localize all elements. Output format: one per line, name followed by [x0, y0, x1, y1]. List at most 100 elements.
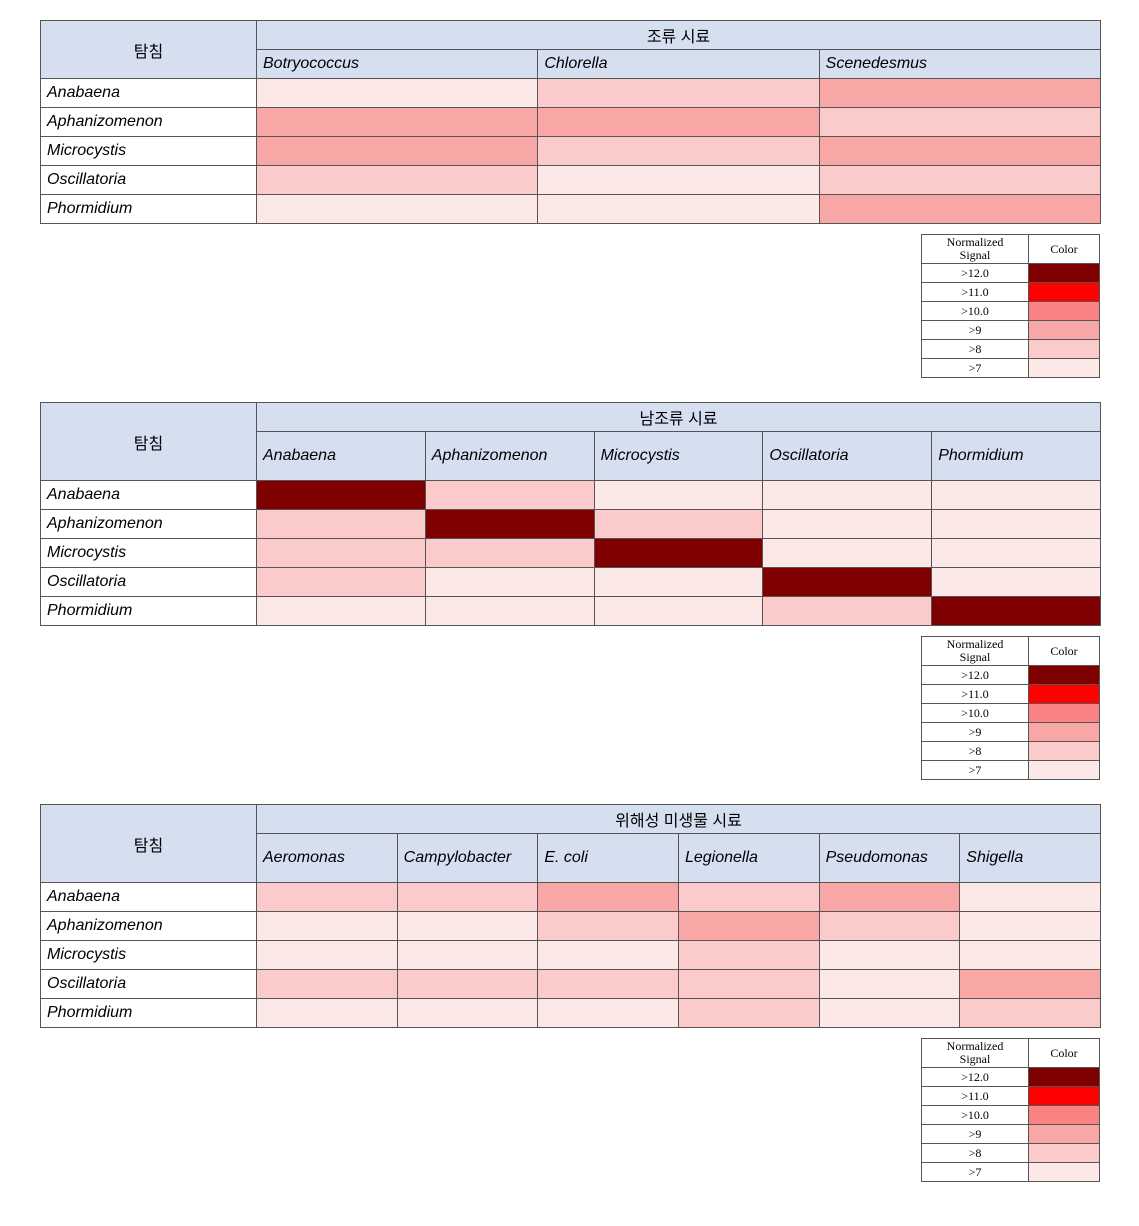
- heatmap-cell: [538, 79, 819, 108]
- column-header: Oscillatoria: [763, 432, 932, 481]
- legend-color-swatch: [1029, 761, 1100, 780]
- legend-signal-header: NormalizedSignal: [922, 1039, 1029, 1068]
- legend-signal-value: >7: [922, 761, 1029, 780]
- heatmap-cell: [594, 481, 763, 510]
- table-row: Oscillatoria: [41, 166, 1101, 195]
- heatmap-cell: [257, 195, 538, 224]
- heatmap-cell: [678, 912, 819, 941]
- row-header: Aphanizomenon: [41, 912, 257, 941]
- heatmap-cell: [257, 166, 538, 195]
- legend-signal-value: >10.0: [922, 704, 1029, 723]
- heatmap-cell: [678, 970, 819, 999]
- legend: NormalizedSignalColor>12.0>11.0>10.0>9>8…: [40, 636, 1100, 780]
- heatmap-cell: [819, 999, 960, 1028]
- heatmap-table: 탐침위해성 미생물 시료AeromonasCampylobacterE. col…: [40, 804, 1101, 1028]
- heatmap-cell: [425, 539, 594, 568]
- row-header: Oscillatoria: [41, 568, 257, 597]
- legend-color-swatch: [1029, 1068, 1100, 1087]
- column-header: Scenedesmus: [819, 50, 1100, 79]
- column-header: E. coli: [538, 834, 679, 883]
- heatmap-cell: [932, 481, 1101, 510]
- heatmap-cell: [819, 912, 960, 941]
- legend-signal-value: >9: [922, 1125, 1029, 1144]
- heatmap-cell: [763, 568, 932, 597]
- heatmap-cell: [425, 597, 594, 626]
- heatmap-cell: [960, 999, 1101, 1028]
- legend-signal-value: >11.0: [922, 283, 1029, 302]
- heatmap-cell: [763, 539, 932, 568]
- legend-signal-header: NormalizedSignal: [922, 637, 1029, 666]
- heatmap-cell: [678, 883, 819, 912]
- table-row: Anabaena: [41, 79, 1101, 108]
- table-row: Oscillatoria: [41, 970, 1101, 999]
- legend-signal-value: >10.0: [922, 302, 1029, 321]
- heatmap-table: 탐침조류 시료BotryococcusChlorellaScenedesmusA…: [40, 20, 1101, 224]
- legend-color-swatch: [1029, 264, 1100, 283]
- legend-table: NormalizedSignalColor>12.0>11.0>10.0>9>8…: [921, 1038, 1100, 1182]
- heatmap-cell: [538, 166, 819, 195]
- heatmap-cell: [932, 568, 1101, 597]
- legend: NormalizedSignalColor>12.0>11.0>10.0>9>8…: [40, 1038, 1100, 1182]
- legend-signal-header: NormalizedSignal: [922, 235, 1029, 264]
- legend-signal-value: >10.0: [922, 1106, 1029, 1125]
- heatmap-cell: [538, 970, 679, 999]
- table-row: Aphanizomenon: [41, 912, 1101, 941]
- legend-color-swatch: [1029, 704, 1100, 723]
- heatmap-cell: [257, 597, 426, 626]
- legend-signal-value: >12.0: [922, 1068, 1029, 1087]
- legend-table: NormalizedSignalColor>12.0>11.0>10.0>9>8…: [921, 636, 1100, 780]
- legend-color-swatch: [1029, 1163, 1100, 1182]
- heatmap-cell: [257, 108, 538, 137]
- heatmap-cell: [763, 510, 932, 539]
- legend-color-swatch: [1029, 723, 1100, 742]
- legend-color-swatch: [1029, 340, 1100, 359]
- legend-signal-value: >9: [922, 321, 1029, 340]
- legend-table: NormalizedSignalColor>12.0>11.0>10.0>9>8…: [921, 234, 1100, 378]
- row-header: Aphanizomenon: [41, 510, 257, 539]
- heatmap-cell: [397, 941, 538, 970]
- column-header: Microcystis: [594, 432, 763, 481]
- heatmap-cell: [763, 597, 932, 626]
- group-title: 조류 시료: [257, 21, 1101, 50]
- heatmap-cell: [257, 568, 426, 597]
- column-header: Botryococcus: [257, 50, 538, 79]
- row-header: Microcystis: [41, 137, 257, 166]
- column-header: Phormidium: [932, 432, 1101, 481]
- row-header: Phormidium: [41, 597, 257, 626]
- row-header: Microcystis: [41, 539, 257, 568]
- legend-signal-value: >11.0: [922, 1087, 1029, 1106]
- heatmap-cell: [397, 883, 538, 912]
- legend-signal-value: >7: [922, 359, 1029, 378]
- group-title: 남조류 시료: [257, 403, 1101, 432]
- table-row: Microcystis: [41, 539, 1101, 568]
- probe-header: 탐침: [41, 805, 257, 883]
- legend-color-swatch: [1029, 1106, 1100, 1125]
- legend-color-swatch: [1029, 742, 1100, 761]
- heatmap-cell: [257, 970, 398, 999]
- heatmap-cell: [594, 568, 763, 597]
- heatmap-cell: [538, 137, 819, 166]
- heatmap-cell: [819, 941, 960, 970]
- legend-color-swatch: [1029, 283, 1100, 302]
- heatmap-cell: [538, 108, 819, 137]
- heatmap-cell: [594, 510, 763, 539]
- heatmap-cell: [425, 568, 594, 597]
- legend-signal-value: >7: [922, 1163, 1029, 1182]
- heatmap-cell: [819, 108, 1100, 137]
- column-header: Legionella: [678, 834, 819, 883]
- heatmap-cell: [538, 999, 679, 1028]
- heatmap-cell: [538, 941, 679, 970]
- table-row: Phormidium: [41, 195, 1101, 224]
- heatmap-cell: [960, 941, 1101, 970]
- heatmap-cell: [960, 912, 1101, 941]
- heatmap-cell: [819, 970, 960, 999]
- legend-color-header: Color: [1029, 637, 1100, 666]
- heatmap-cell: [538, 883, 679, 912]
- legend-signal-value: >12.0: [922, 264, 1029, 283]
- heatmap-cell: [257, 941, 398, 970]
- heatmap-cell: [257, 883, 398, 912]
- column-header: Aphanizomenon: [425, 432, 594, 481]
- legend-signal-value: >8: [922, 340, 1029, 359]
- heatmap-cell: [932, 597, 1101, 626]
- heatmap-cell: [425, 510, 594, 539]
